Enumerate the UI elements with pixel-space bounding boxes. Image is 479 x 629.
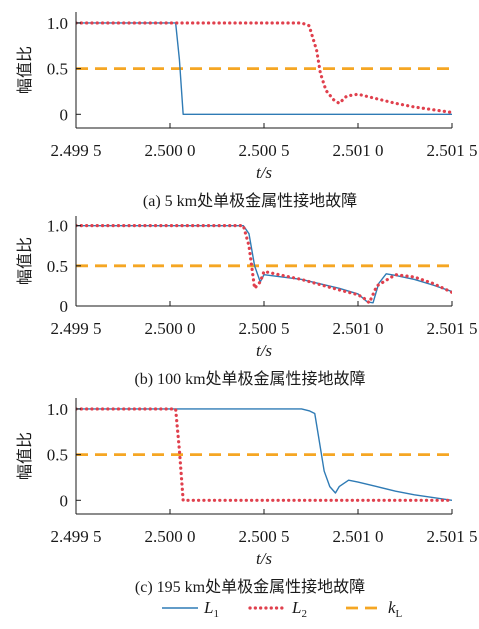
legend: L1 L2 kL [162, 598, 403, 620]
y-tick-label: 0.5 [47, 446, 68, 465]
x-tick-label: 2.501 5 [427, 527, 478, 546]
x-tick-label: 2.501 0 [333, 319, 384, 338]
panel-caption: (b) 100 km处单极金属性接地故障 [134, 370, 365, 388]
x-axis-label: t/s [256, 549, 272, 568]
x-axis-label: t/s [256, 163, 272, 182]
x-tick-label: 2.500 0 [145, 319, 196, 338]
panel-caption: (c) 195 km处单极金属性接地故障 [135, 578, 365, 596]
x-tick-label: 2.500 5 [239, 319, 290, 338]
y-tick-label: 0 [60, 105, 69, 124]
x-tick-label: 2.501 0 [333, 527, 384, 546]
y-tick-label: 0.5 [47, 60, 68, 79]
series-line-L2-panel-2 [76, 224, 452, 305]
x-tick-label: 2.500 0 [145, 527, 196, 546]
x-tick-label: 2.499 5 [51, 527, 102, 546]
y-tick-label: 0.5 [47, 257, 68, 276]
y-tick-label: 1.0 [47, 217, 68, 236]
x-tick-label: 2.500 5 [239, 141, 290, 160]
x-tick-label: 2.501 5 [427, 319, 478, 338]
y-tick-label: 1.0 [47, 14, 68, 33]
x-tick-label: 2.500 5 [239, 527, 290, 546]
series-line-L2-panel-1 [76, 21, 452, 115]
legend-label-kL: kL [388, 598, 403, 620]
series-line-L2-panel-3 [76, 407, 452, 502]
series-line-L1-panel-2 [76, 224, 452, 304]
legend-label-L1: L1 [203, 598, 219, 620]
chart-panel-3: 0 0.5 1.0 2.499 5 2.500 0 2.500 5 2.501 0 2.501… [15, 398, 478, 596]
y-axis-label: 幅值比 [15, 432, 34, 480]
chart-panel-2: 0 0.5 1.0 2.499 5 2.500 0 2.500 5 2.501 0 2.501… [15, 216, 478, 388]
legend-label-L2: L2 [291, 598, 307, 620]
y-tick-label: 0 [60, 491, 69, 510]
x-tick-label: 2.500 0 [145, 141, 196, 160]
x-axis-label: t/s [256, 341, 272, 360]
y-tick-label: 0 [60, 297, 69, 316]
series-line-L1-panel-1 [76, 22, 452, 115]
x-tick-label: 2.501 0 [333, 141, 384, 160]
y-axis-label: 幅值比 [15, 237, 34, 285]
y-tick-label: 1.0 [47, 400, 68, 419]
chart-panel-1: 0 0.5 1.0 2.499 5 2.500 0 2.500 5 2.501 0 2.501… [15, 12, 478, 210]
y-axis-label: 幅值比 [15, 46, 34, 94]
x-tick-label: 2.499 5 [51, 319, 102, 338]
x-tick-label: 2.501 5 [427, 141, 478, 160]
panel-caption: (a) 5 km处单极金属性接地故障 [143, 192, 357, 210]
x-tick-label: 2.499 5 [51, 141, 102, 160]
series-line-L1-panel-3 [76, 408, 452, 501]
